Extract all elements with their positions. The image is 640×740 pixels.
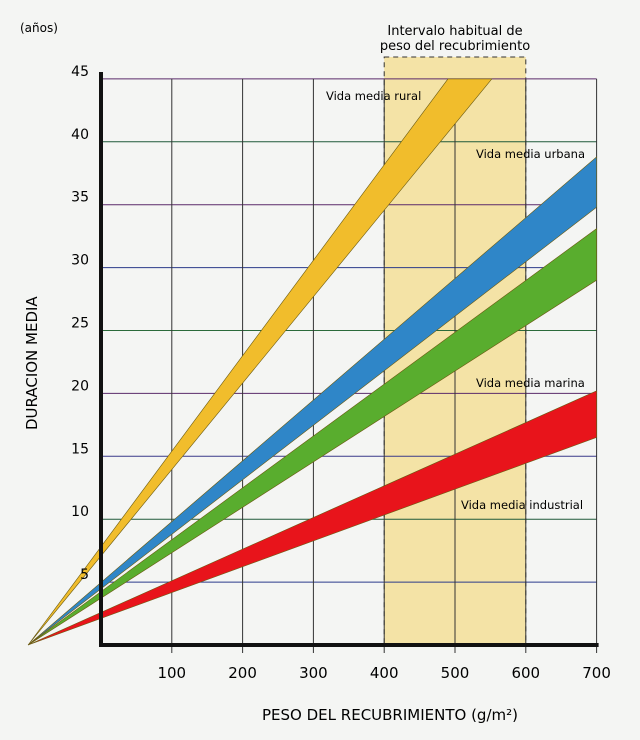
label-urbana: Vida media urbana	[476, 147, 585, 161]
interval-label-line1: Intervalo habitual de	[387, 24, 522, 39]
band-industrial	[27, 390, 597, 646]
band-rural	[27, 78, 493, 646]
axes: 5 10 15 20 25 30 35 40 45 100 200 300 400 500 600 700	[71, 64, 611, 682]
label-marina: Vida media marina	[476, 376, 585, 390]
y-tick-label: 25	[71, 316, 89, 332]
x-tick-label: 200	[228, 664, 257, 682]
x-axis-label: PESO DEL RECUBRIMIENTO (g/m²)	[262, 706, 518, 724]
y-tick-label: 40	[71, 127, 89, 143]
x-tick-label: 100	[157, 664, 186, 682]
x-tick-label: 600	[511, 664, 540, 682]
y-unit: (años)	[20, 21, 58, 35]
y-tick-label: 10	[71, 504, 89, 520]
x-tick-label: 400	[370, 664, 399, 682]
y-axis-label: DURACION MEDIA	[23, 296, 41, 430]
x-tick-label: 500	[441, 664, 470, 682]
y-tick-label: 30	[71, 253, 89, 269]
x-tick-label: 700	[582, 664, 611, 682]
label-industrial: Vida media industrial	[461, 498, 583, 512]
y-tick-label: 20	[71, 378, 89, 394]
y-tick-label: 35	[71, 190, 89, 206]
band-urbana	[27, 156, 597, 646]
y-tick-label: 5	[80, 567, 89, 583]
band-marina	[27, 228, 597, 646]
y-tick-label: 45	[71, 64, 89, 80]
interval-label-line2: peso del recubrimiento	[380, 39, 530, 54]
x-tick-label: 300	[299, 664, 328, 682]
bands	[27, 78, 597, 646]
label-rural: Vida media rural	[326, 89, 421, 103]
y-tick-label: 15	[71, 441, 89, 457]
